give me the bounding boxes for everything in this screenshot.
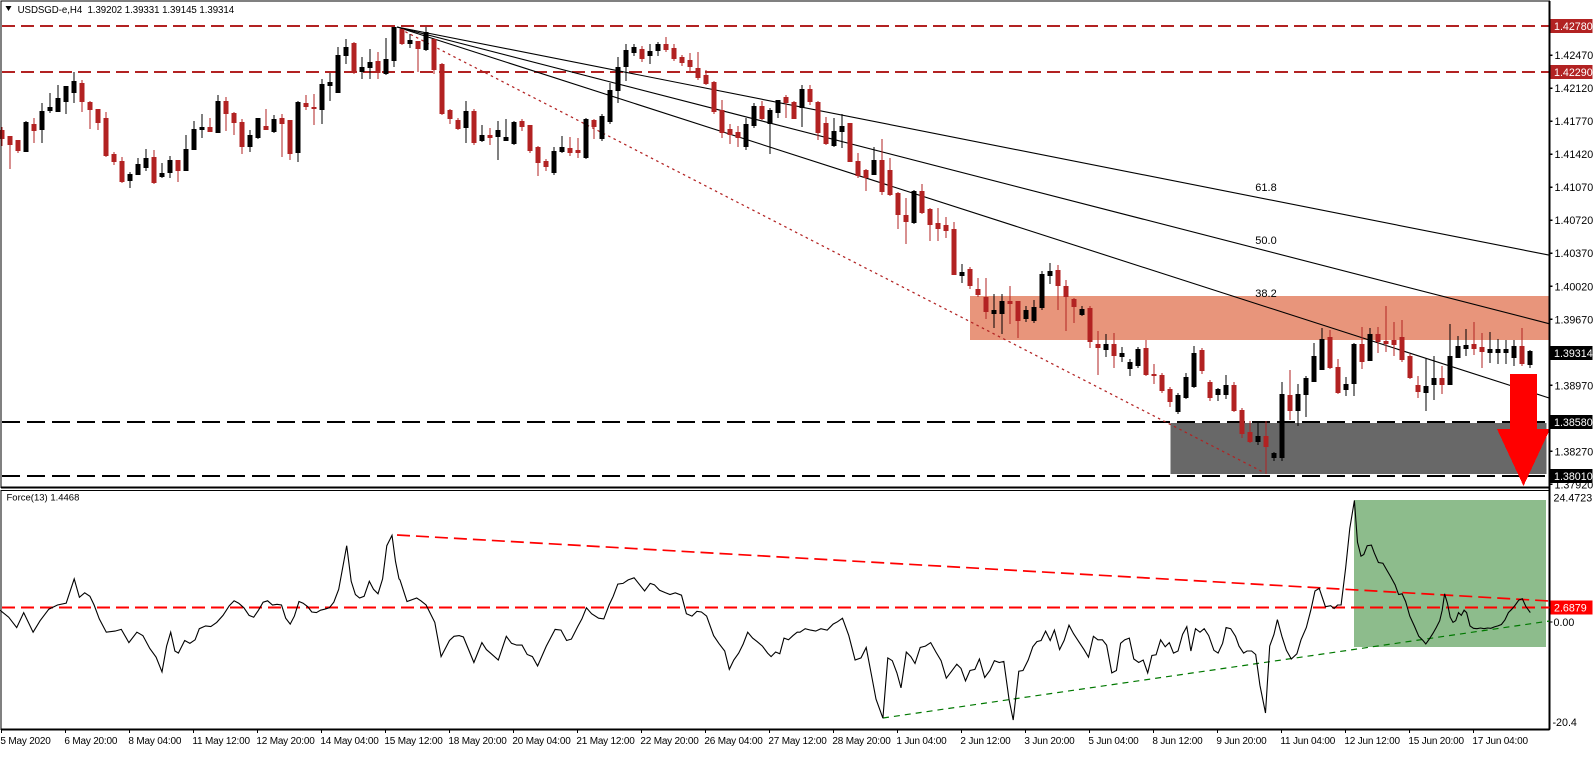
- svg-text:Force(13) 1.4468: Force(13) 1.4468: [7, 493, 80, 504]
- svg-text:2 Jun 12:00: 2 Jun 12:00: [960, 736, 1011, 747]
- svg-text:22 May 20:00: 22 May 20:00: [640, 736, 699, 747]
- svg-text:18 May 20:00: 18 May 20:00: [448, 736, 507, 747]
- svg-text:1.39670: 1.39670: [1555, 314, 1594, 326]
- svg-text:1.41420: 1.41420: [1555, 149, 1594, 161]
- svg-text:1.41770: 1.41770: [1555, 116, 1594, 128]
- svg-text:1.40720: 1.40720: [1555, 215, 1594, 227]
- svg-text:5 May 2020: 5 May 2020: [0, 736, 51, 747]
- svg-text:12 Jun 12:00: 12 Jun 12:00: [1344, 736, 1400, 747]
- svg-text:17 Jun 04:00: 17 Jun 04:00: [1472, 736, 1528, 747]
- svg-text:14 May 04:00: 14 May 04:00: [320, 736, 379, 747]
- svg-text:1.40370: 1.40370: [1555, 248, 1594, 260]
- svg-text:21 May 12:00: 21 May 12:00: [576, 736, 635, 747]
- svg-text:9 Jun 20:00: 9 Jun 20:00: [1216, 736, 1267, 747]
- svg-text:1.38010: 1.38010: [1554, 471, 1593, 483]
- svg-text:0.00: 0.00: [1554, 617, 1575, 629]
- svg-text:1 Jun 04:00: 1 Jun 04:00: [896, 736, 947, 747]
- svg-text:15 May 12:00: 15 May 12:00: [384, 736, 443, 747]
- svg-text:8 May 04:00: 8 May 04:00: [128, 736, 181, 747]
- svg-text:1.42120: 1.42120: [1555, 83, 1594, 95]
- svg-text:2.6879: 2.6879: [1554, 602, 1587, 614]
- svg-text:1.42470: 1.42470: [1555, 50, 1594, 62]
- svg-text:1.42290: 1.42290: [1554, 67, 1593, 79]
- svg-text:28 May 20:00: 28 May 20:00: [832, 736, 891, 747]
- svg-text:1.38580: 1.38580: [1554, 417, 1593, 429]
- svg-text:1.40020: 1.40020: [1555, 281, 1594, 293]
- svg-text:50.0: 50.0: [1255, 235, 1276, 247]
- svg-text:-20.4: -20.4: [1553, 717, 1577, 729]
- svg-text:1.39314: 1.39314: [1554, 348, 1593, 360]
- svg-text:USDSGD-e,H4 1.39202 1.39331 1: USDSGD-e,H4 1.39202 1.39331 1.39145 1.39…: [18, 5, 235, 16]
- svg-text:27 May 12:00: 27 May 12:00: [768, 736, 827, 747]
- svg-text:6 May 20:00: 6 May 20:00: [64, 736, 117, 747]
- svg-text:20 May 04:00: 20 May 04:00: [512, 736, 571, 747]
- svg-text:3 Jun 20:00: 3 Jun 20:00: [1024, 736, 1075, 747]
- svg-text:8 Jun 12:00: 8 Jun 12:00: [1152, 736, 1203, 747]
- svg-text:1.38270: 1.38270: [1555, 446, 1594, 458]
- svg-text:61.8: 61.8: [1255, 182, 1276, 194]
- svg-text:5 Jun 04:00: 5 Jun 04:00: [1088, 736, 1139, 747]
- svg-text:26 May 04:00: 26 May 04:00: [704, 736, 763, 747]
- svg-text:1.41070: 1.41070: [1555, 182, 1594, 194]
- svg-text:12 May 20:00: 12 May 20:00: [256, 736, 315, 747]
- svg-text:1.38970: 1.38970: [1555, 380, 1594, 392]
- svg-text:11 May 12:00: 11 May 12:00: [192, 736, 250, 747]
- svg-text:1.42780: 1.42780: [1554, 21, 1593, 33]
- svg-text:24.4723: 24.4723: [1554, 492, 1593, 504]
- svg-text:15 Jun 20:00: 15 Jun 20:00: [1408, 736, 1464, 747]
- svg-text:11 Jun 04:00: 11 Jun 04:00: [1280, 736, 1335, 747]
- svg-text:38.2: 38.2: [1255, 288, 1276, 300]
